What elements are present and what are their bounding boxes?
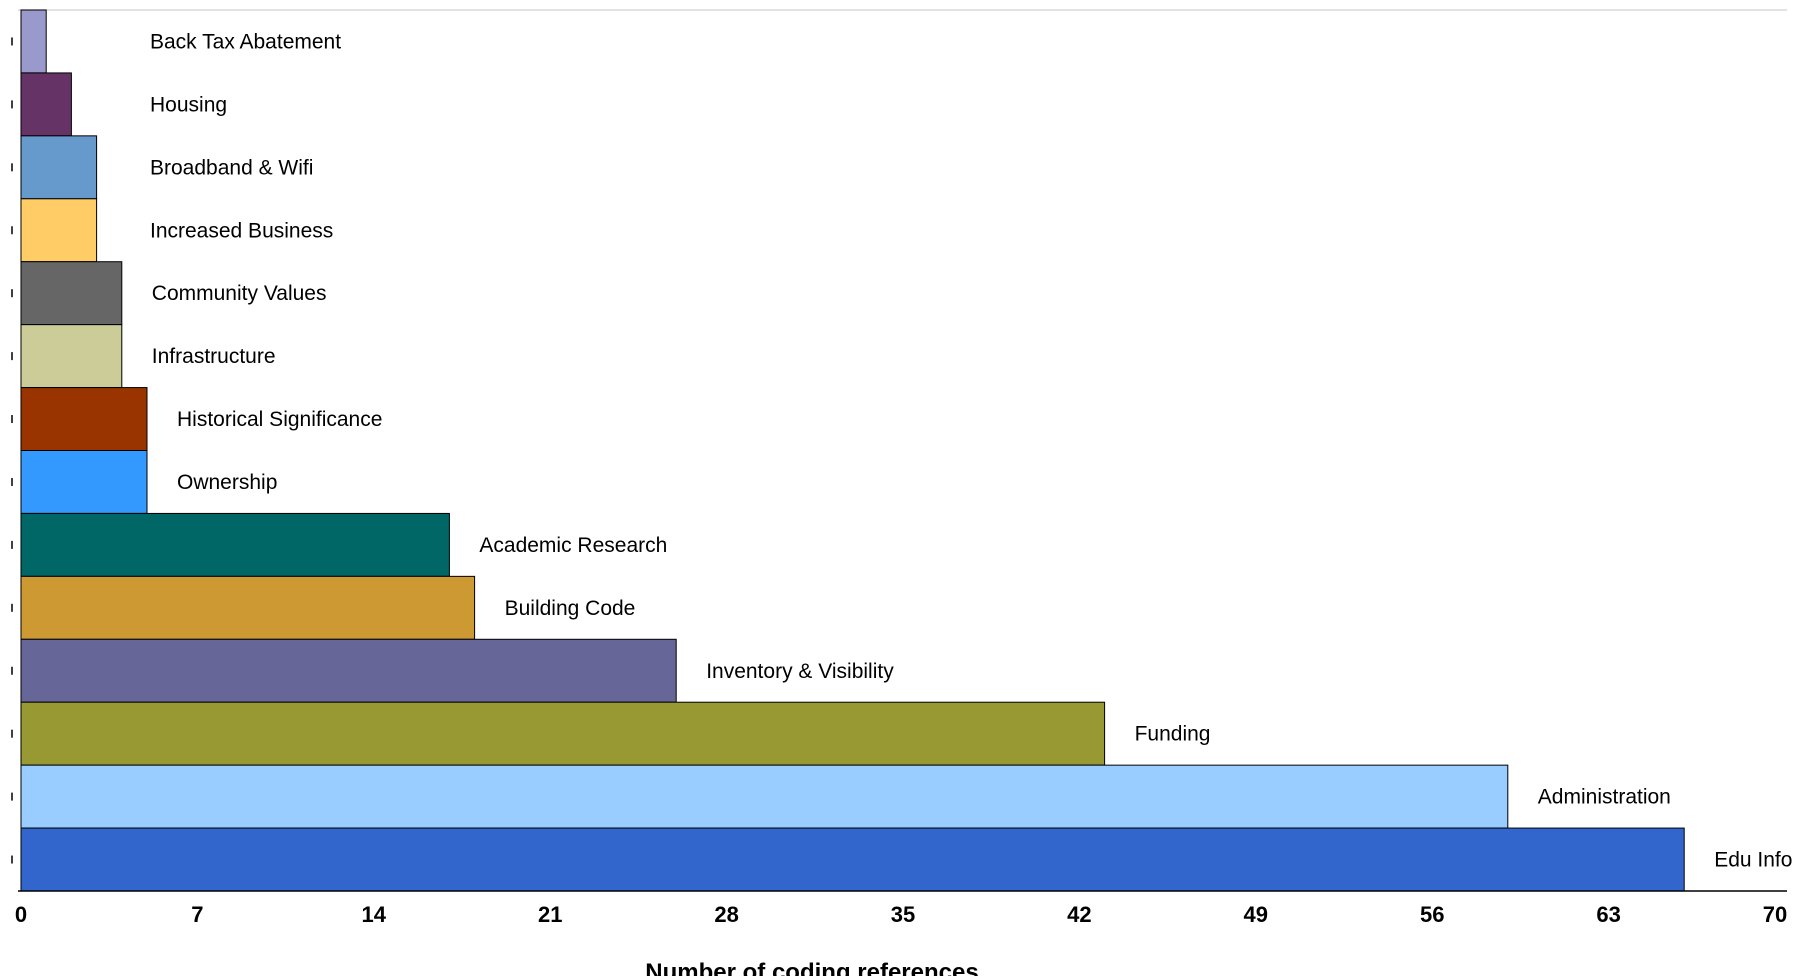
x-tick-label: 56: [1420, 902, 1444, 927]
bar: [20, 575, 476, 640]
bar: [20, 764, 1509, 829]
bar: [20, 512, 450, 577]
bar-label: Historical Significance: [177, 408, 382, 431]
bar: [20, 387, 148, 452]
bar-label: Increased Business: [150, 219, 333, 242]
bar-label: Ownership: [177, 471, 277, 494]
bar: [20, 450, 148, 514]
bar-label: Academic Research: [479, 534, 667, 557]
x-tick-label: 35: [891, 902, 915, 927]
bar: [20, 638, 677, 703]
x-tick-label: 28: [714, 902, 738, 927]
x-axis-title: Number of coding references: [645, 959, 978, 976]
bar: [20, 261, 123, 326]
bar-label: Administration: [1538, 786, 1671, 809]
x-tick-label: 49: [1244, 902, 1268, 927]
bar-label: Edu Info: [1714, 849, 1792, 872]
bar-labels-layer: Back Tax Abatement Housing Broadband & Wif…: [150, 30, 1792, 871]
bar-label: Funding: [1135, 723, 1211, 746]
bar: [20, 324, 123, 389]
bar-label: Back Tax Abatement: [150, 30, 341, 53]
x-tick-label: 0: [15, 902, 27, 927]
bar-label: Infrastructure: [152, 345, 276, 368]
bar-label: Inventory & Visibility: [706, 660, 894, 683]
bar-label: Building Code: [505, 597, 636, 620]
bar-label: Community Values: [152, 282, 327, 305]
bar-label: Housing: [150, 93, 227, 116]
x-tick-label: 14: [362, 902, 387, 927]
x-tick-label: 42: [1067, 902, 1091, 927]
x-tick-label: 70: [1763, 902, 1787, 927]
bar: [20, 135, 98, 200]
bar: [20, 827, 1685, 892]
x-tick-label: 63: [1596, 902, 1620, 927]
bars-layer: [11, 9, 1685, 892]
bar: [20, 701, 1106, 766]
bar: [20, 72, 72, 137]
bar-label: Broadband & Wifi: [150, 156, 313, 179]
x-tick-label: 21: [538, 902, 562, 927]
x-tick-labels: 0 7 14 21 28 35 42 49 56 63 70: [15, 902, 1787, 927]
bar: [20, 198, 98, 263]
x-tick-label: 7: [191, 902, 203, 927]
bar: [20, 9, 47, 74]
